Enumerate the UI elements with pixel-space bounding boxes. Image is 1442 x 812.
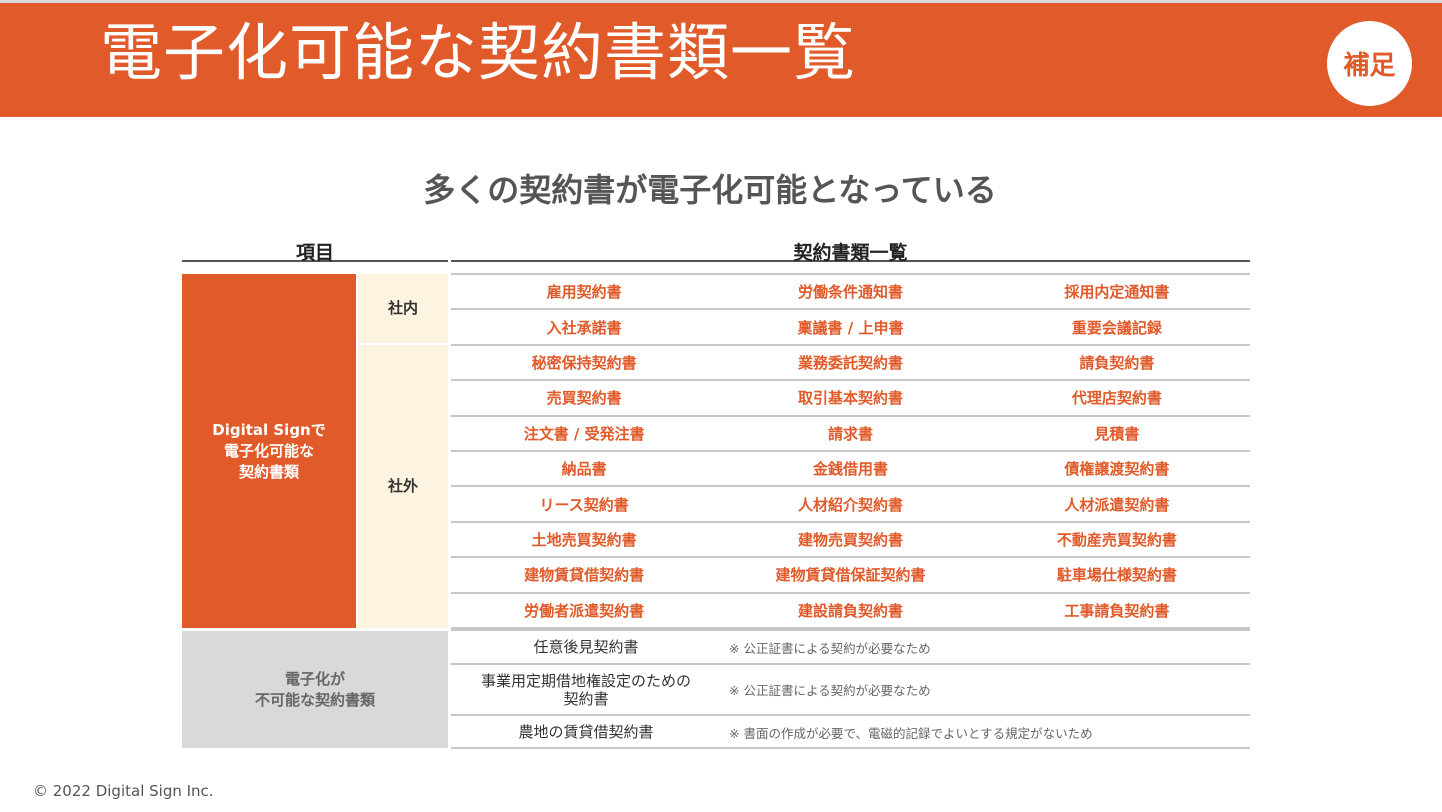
contract-name: 注文書 / 受発注書 bbox=[523, 424, 645, 443]
contract-name: 請求書 bbox=[827, 424, 873, 443]
table-row: 納品書 金銭借用書 債権譲渡契約書 bbox=[451, 450, 1250, 485]
contract-name: 労働者派遣契約書 bbox=[524, 601, 645, 620]
page-title: 電子化可能な契約書類一覧 bbox=[100, 16, 857, 89]
reason-note: ※ 書面の作成が必要で、電磁的記録でよいとする規定がないため bbox=[729, 725, 1093, 741]
contract-name: 建物賃貸借保証契約書 bbox=[775, 566, 926, 585]
impossible-row: 任意後見契約書 ※ 公正証書による契約が必要なため bbox=[451, 629, 1250, 663]
top-border bbox=[0, 0, 1442, 3]
contract-name: 代理店契約書 bbox=[1071, 389, 1162, 408]
divider bbox=[451, 627, 1250, 629]
contract-name: 駐車場仕様契約書 bbox=[1056, 566, 1177, 585]
table-row: 売買契約書 取引基本契約書 代理店契約書 bbox=[451, 379, 1250, 414]
impossible-row: 事業用定期借地権設定のための 契約書 ※ 公正証書による契約が必要なため bbox=[451, 663, 1250, 714]
table-row: 雇用契約書 労働条件通知書 採用内定通知書 bbox=[451, 273, 1250, 308]
contract-name: 業務委託契約書 bbox=[797, 353, 903, 372]
contract-name: 取引基本契約書 bbox=[797, 389, 903, 408]
table-row: 労働者派遣契約書 建設請負契約書 工事請負契約書 bbox=[451, 591, 1250, 627]
possible-category: Digital Signで 電子化可能な 契約書類 bbox=[182, 274, 356, 628]
contract-name: 人材派遣契約書 bbox=[1064, 495, 1170, 514]
internal-category: 社内 bbox=[358, 274, 448, 343]
contract-name: 人材紹介契約書 bbox=[797, 495, 903, 514]
contract-name: 請負契約書 bbox=[1079, 353, 1155, 372]
contract-name: 労働条件通知書 bbox=[797, 283, 903, 302]
contract-name: リース契約書 bbox=[539, 495, 629, 514]
table-row: 入社承諾書 稟議書 / 上申書 重要会議記録 bbox=[451, 308, 1250, 343]
contract-name: 納品書 bbox=[561, 460, 607, 479]
column-header-list: 契約書類一覧 bbox=[451, 238, 1250, 264]
divider bbox=[451, 747, 1250, 749]
contract-name: 建設請負契約書 bbox=[797, 601, 903, 620]
reason-note: ※ 公正証書による契約が必要なため bbox=[729, 683, 931, 698]
contract-name: 債権譲渡契約書 bbox=[1064, 460, 1170, 479]
header-bar: 電子化可能な契約書類一覧 補足 bbox=[0, 3, 1442, 117]
table-row: 秘密保持契約書 業務委託契約書 請負契約書 bbox=[451, 343, 1250, 379]
impossible-row: 農地の賃貸借契約書 ※ 書面の作成が必要で、電磁的記録でよいとする規定がないため bbox=[451, 714, 1250, 748]
contract-name: 農地の賃貸借契約書 bbox=[518, 723, 654, 741]
contract-name: 事業用定期借地権設定のための 契約書 bbox=[480, 671, 691, 708]
contract-name: 任意後見契約書 bbox=[533, 638, 639, 656]
contract-name: 稟議書 / 上申書 bbox=[797, 318, 904, 337]
copyright: © 2022 Digital Sign Inc. bbox=[33, 782, 214, 800]
contract-name: 金銭借用書 bbox=[812, 460, 888, 479]
contract-name: 見積書 bbox=[1094, 424, 1140, 443]
contract-name: 土地売買契約書 bbox=[531, 530, 637, 549]
contract-name: 売買契約書 bbox=[546, 389, 622, 408]
table-row: 注文書 / 受発注書 請求書 見積書 bbox=[451, 414, 1250, 450]
contract-name: 建物売買契約書 bbox=[797, 530, 903, 549]
reason-note: ※ 公正証書による契約が必要なため bbox=[729, 640, 931, 656]
contract-name: 入社承諾書 bbox=[546, 318, 622, 337]
table-row: リース契約書 人材紹介契約書 人材派遣契約書 bbox=[451, 485, 1250, 520]
contract-name: 工事請負契約書 bbox=[1064, 601, 1170, 620]
contract-name: 雇用契約書 bbox=[546, 283, 622, 302]
contract-name: 建物賃貸借契約書 bbox=[524, 566, 645, 585]
table-row: 土地売買契約書 建物売買契約書 不動産売買契約書 bbox=[451, 520, 1250, 556]
impossible-category: 電子化が 不可能な契約書類 bbox=[182, 631, 448, 748]
contract-name: 不動産売買契約書 bbox=[1056, 530, 1177, 549]
subtitle: 多くの契約書が電子化可能となっている bbox=[423, 171, 997, 209]
contract-name: 秘密保持契約書 bbox=[531, 353, 637, 372]
table-row: 建物賃貸借契約書 建物賃貸借保証契約書 駐車場仕様契約書 bbox=[451, 556, 1250, 591]
column-header-item: 項目 bbox=[182, 238, 448, 264]
contract-name: 採用内定通知書 bbox=[1064, 283, 1170, 302]
contract-name: 重要会議記録 bbox=[1071, 318, 1162, 337]
supplement-badge: 補足 bbox=[1327, 21, 1412, 106]
external-category: 社外 bbox=[358, 345, 448, 628]
